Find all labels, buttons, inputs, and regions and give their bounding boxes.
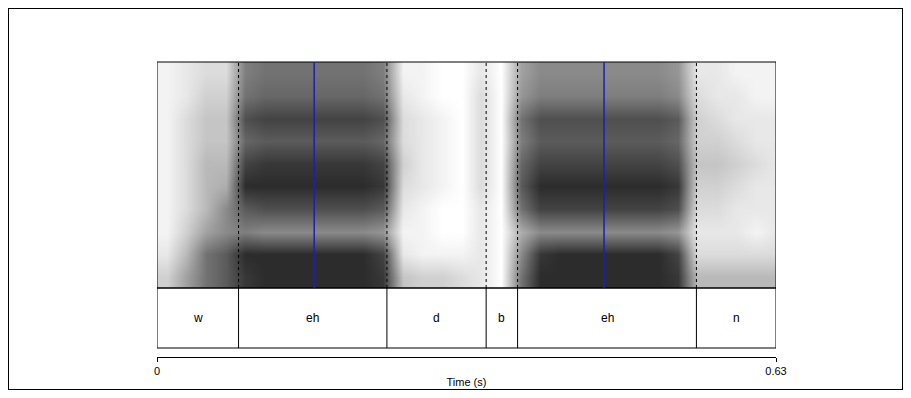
- svg-text:Time (s): Time (s): [447, 376, 487, 388]
- svg-text:eh: eh: [306, 311, 319, 325]
- svg-text:eh: eh: [601, 311, 614, 325]
- svg-text:0: 0: [154, 365, 160, 377]
- svg-text:b: b: [498, 311, 505, 325]
- svg-text:d: d: [433, 311, 440, 325]
- svg-text:0.63: 0.63: [765, 365, 786, 377]
- svg-text:n: n: [733, 311, 740, 325]
- svg-text:w: w: [193, 311, 203, 325]
